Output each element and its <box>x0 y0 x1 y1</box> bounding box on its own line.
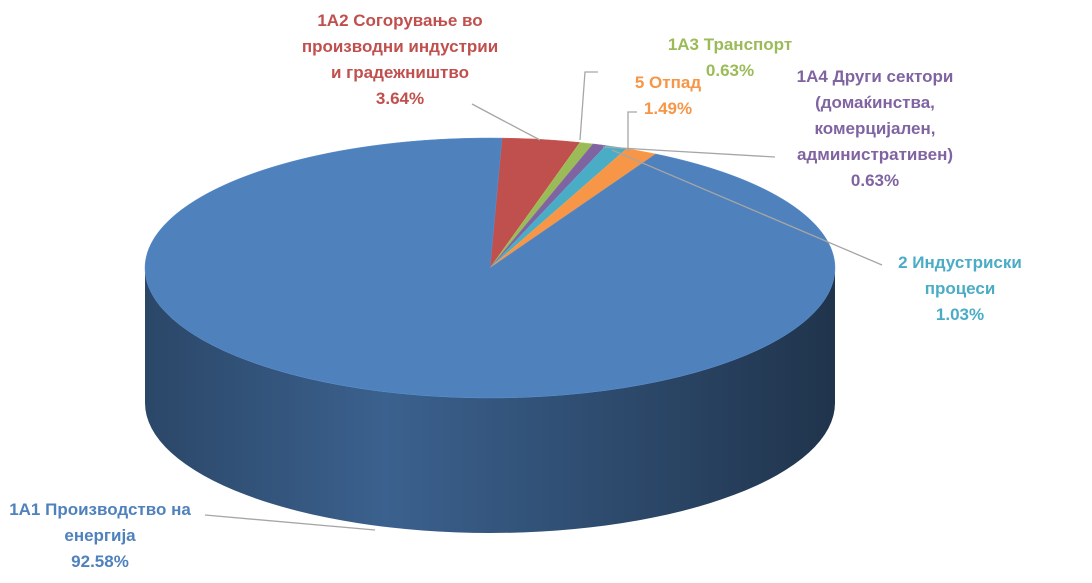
value-label: 92.58% <box>71 552 129 571</box>
category-label: 1A1 Производство на енергија <box>9 500 191 545</box>
value-label: 0.63% <box>705 61 755 80</box>
data-label: 2 Индустриски процеси 1.03% <box>875 250 1045 328</box>
leader-line <box>602 146 776 158</box>
category-label: 5 Отпад <box>634 73 702 92</box>
data-label: 1A2 Согорување во производни индустрии и… <box>300 8 500 112</box>
leader-line <box>627 111 637 152</box>
leader-line <box>204 514 376 531</box>
data-label: 5 Отпад 1.49% <box>608 70 728 122</box>
category-label: 2 Индустриски процеси <box>898 253 1022 298</box>
category-label: 1A4 Други сектори (домаќинства, комерциј… <box>796 67 954 164</box>
data-label: 1A1 Производство на енергија 92.58% <box>0 497 210 575</box>
value-label: 1.03% <box>935 305 985 324</box>
data-label: 1A3 Транспорт 0.63% <box>650 32 810 84</box>
leader-line <box>471 103 541 141</box>
category-label: 1A2 Согорување во производни индустрии и… <box>301 11 499 82</box>
pie-slice <box>144 137 836 399</box>
category-label: 1A3 Транспорт <box>667 35 793 54</box>
leader-line <box>579 71 598 141</box>
value-label: 3.64% <box>375 89 425 108</box>
leader-line <box>611 149 883 266</box>
value-label: 0.63% <box>850 171 900 190</box>
pie-slice-side <box>145 268 835 533</box>
data-label: 1A4 Други сектори (домаќинства, комерциј… <box>775 64 975 194</box>
value-label: 1.49% <box>643 99 693 118</box>
